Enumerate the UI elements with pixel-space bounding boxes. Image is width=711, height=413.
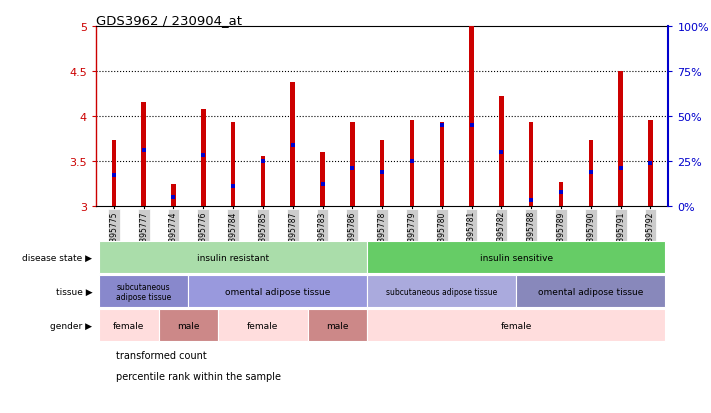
Text: transformed count: transformed count (116, 350, 207, 360)
Bar (261, 157, 265, 206)
Bar (410, 120, 415, 206)
Text: subcutaneous
adipose tissue: subcutaneous adipose tissue (116, 282, 171, 301)
Bar (499, 97, 503, 206)
Bar (380, 141, 385, 206)
Bar (350, 123, 355, 206)
Text: insulin sensitive: insulin sensitive (480, 253, 553, 262)
Text: subcutaneous adipose tissue: subcutaneous adipose tissue (386, 287, 498, 296)
Bar (648, 121, 653, 206)
Bar (368, 275, 516, 308)
Bar (291, 83, 295, 206)
Bar (188, 275, 368, 308)
Bar (469, 27, 474, 206)
Bar (589, 141, 593, 206)
Text: disease state ▶: disease state ▶ (23, 253, 92, 262)
Text: female: female (113, 321, 144, 330)
Bar (112, 141, 116, 206)
Bar (218, 309, 308, 342)
Text: tissue ▶: tissue ▶ (55, 287, 92, 296)
Bar (141, 103, 146, 206)
Text: percentile rank within the sample: percentile rank within the sample (116, 371, 281, 381)
Text: female: female (501, 321, 532, 330)
Bar (619, 72, 623, 206)
Bar (99, 275, 188, 308)
Text: insulin resistant: insulin resistant (197, 253, 269, 262)
Bar (368, 242, 665, 274)
Text: male: male (177, 321, 200, 330)
Bar (516, 275, 665, 308)
Text: GDS3962 / 230904_at: GDS3962 / 230904_at (96, 14, 242, 27)
Bar (171, 185, 176, 206)
Bar (321, 152, 325, 206)
Text: male: male (326, 321, 348, 330)
Bar (529, 123, 533, 206)
Text: omental adipose tissue: omental adipose tissue (225, 287, 331, 296)
Bar (99, 242, 368, 274)
Bar (439, 123, 444, 206)
Bar (368, 309, 665, 342)
Bar (201, 109, 205, 206)
Bar (308, 309, 368, 342)
Bar (159, 309, 218, 342)
Text: omental adipose tissue: omental adipose tissue (538, 287, 643, 296)
Text: female: female (247, 321, 279, 330)
Text: gender ▶: gender ▶ (50, 321, 92, 330)
Bar (559, 182, 563, 206)
Bar (99, 309, 159, 342)
Bar (231, 123, 235, 206)
